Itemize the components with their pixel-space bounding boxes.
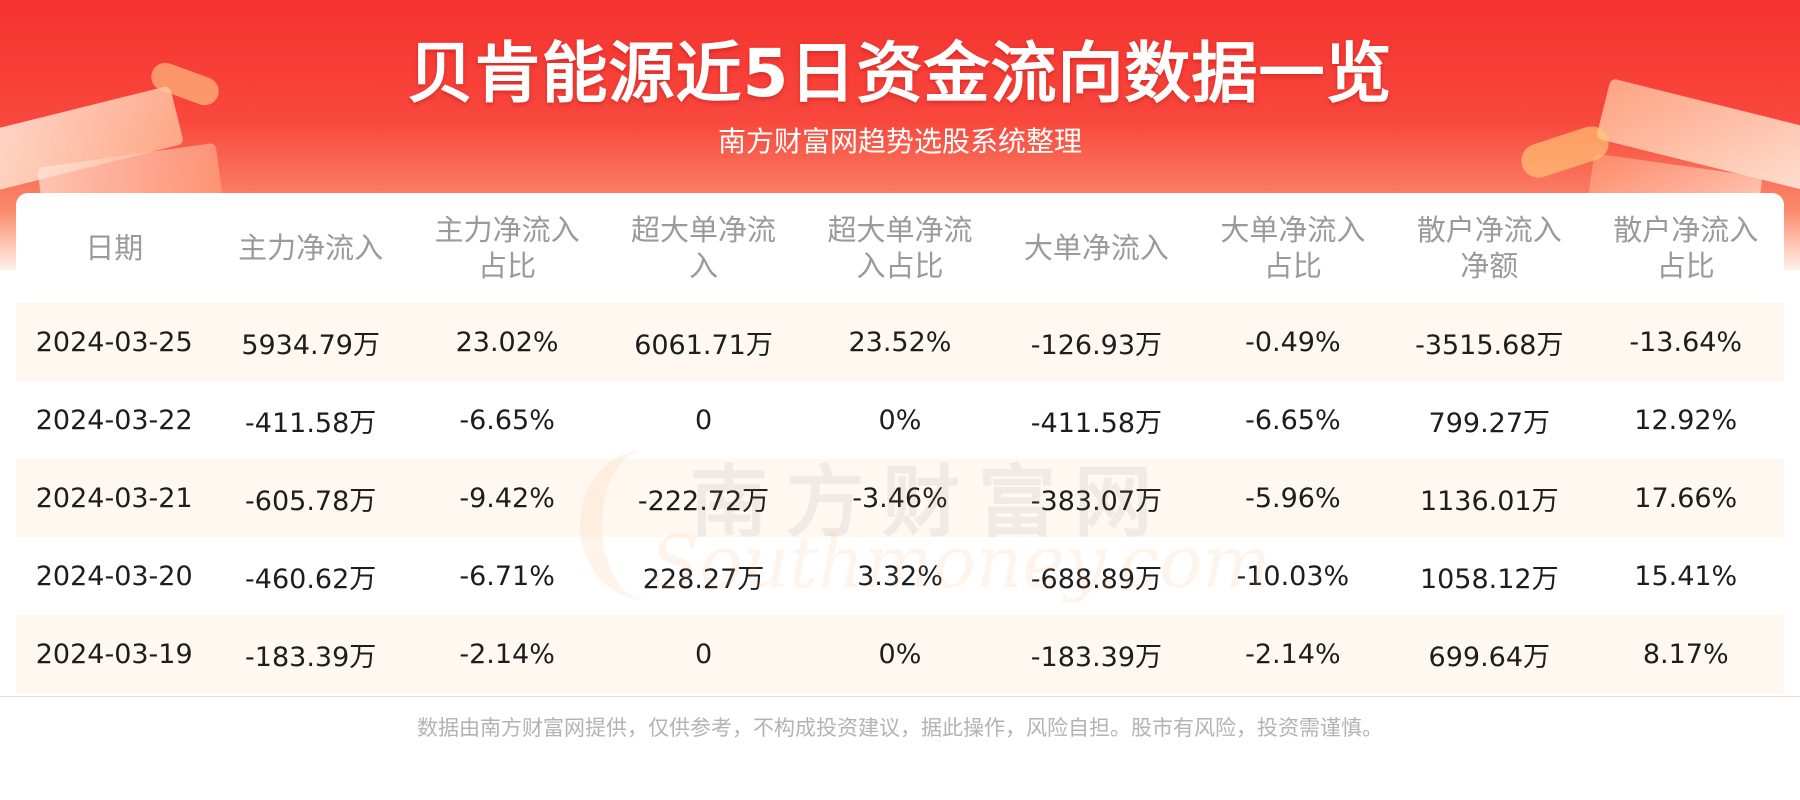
table-cell: 17.66% xyxy=(1587,459,1784,537)
table-cell: -222.72万 xyxy=(605,459,802,537)
table-header-row: 日期 主力净流入 主力净流入 占比 超大单净流入超大单净流 入占比 大单净流入 大单净流入 占比… xyxy=(16,193,1784,303)
table-cell: 12.92% xyxy=(1634,404,1738,436)
table-cell: -5.96% xyxy=(1194,459,1392,537)
table-cell: 8.17% xyxy=(1587,615,1784,693)
table-cell: -3.46% xyxy=(801,459,999,537)
table-cell: -411.58万 xyxy=(245,407,377,439)
table-cell: 23.52% xyxy=(801,303,999,381)
column-header-line: 散户净流入 xyxy=(1613,213,1759,247)
table-cell: -183.39万 xyxy=(998,615,1195,693)
table-cell: -10.03% xyxy=(1236,560,1350,592)
table-cell: 2024-03-22 xyxy=(35,404,193,436)
fund-flow-table: 日期 主力净流入 主力净流入 占比 超大单净流入超大单净流 入占比 大单净流入 大单净流入 占比… xyxy=(16,193,1784,693)
column-header: 超大单净流 入占比 xyxy=(802,193,998,303)
column-header-line: 占比 xyxy=(1263,249,1322,283)
table-cell: 0 xyxy=(605,615,802,693)
column-header-line: 超大单净流 xyxy=(631,213,777,247)
column-header-line: 占比 xyxy=(1656,249,1715,283)
column-header: 散户净流入 净额 xyxy=(1391,193,1587,303)
column-header: 主力净流入 xyxy=(212,193,408,303)
column-header: 大单净流入 占比 xyxy=(1195,193,1391,303)
table-cell: 6061.71万 xyxy=(605,303,802,381)
table-cell: -2.14% xyxy=(1194,615,1392,693)
table-cell: -6.71% xyxy=(459,560,555,592)
column-header: 日期 xyxy=(16,193,212,303)
table-cell: 0% xyxy=(878,404,922,436)
column-header-line: 入 xyxy=(689,249,719,283)
table-cell: 23.02% xyxy=(408,303,606,381)
table-cell: 799.27万 xyxy=(1428,407,1551,439)
column-header-line: 超大单净流 xyxy=(827,213,973,247)
table-cell: -688.89万 xyxy=(1030,563,1163,595)
footer-disclaimer: 数据由南方财富网提供，仅供参考，不构成投资建议，据此操作，风险自担。股市有风险，… xyxy=(417,716,1383,740)
table-row: 2024-03-22 -411.58万 -6.65% 0 0% -411.58万 -6.65… xyxy=(16,381,1784,459)
page-title: 贝肯能源近5日资金流向数据一览 xyxy=(407,35,1393,112)
column-header: 大单净流入 xyxy=(998,193,1194,303)
table-cell: -411.58万 xyxy=(1030,407,1163,439)
table-row: 2024-03-25 5934.79万 23.02% 6061.71万 23.52% -1… xyxy=(16,303,1784,381)
table-cell: 0 xyxy=(694,404,713,436)
table-cell: -0.49% xyxy=(1194,303,1392,381)
table-cell: -9.42% xyxy=(408,459,606,537)
column-header: 主力净流入 占比 xyxy=(409,193,605,303)
table-cell: -605.78万 xyxy=(212,459,409,537)
table-cell: 3.32% xyxy=(857,560,943,592)
table-cell: 5934.79万 xyxy=(212,303,409,381)
table-card xyxy=(16,193,1784,696)
table-cell: 228.27万 xyxy=(642,563,765,595)
table-cell: 15.41% xyxy=(1634,560,1738,592)
table-cell: 2024-03-20 xyxy=(35,560,193,592)
column-header: 散户净流入 占比 xyxy=(1588,193,1785,303)
table-cell: 1136.01万 xyxy=(1391,459,1588,537)
table-cell: -13.64% xyxy=(1587,303,1784,381)
table-cell: 0% xyxy=(801,615,999,693)
table-cell: -460.62万 xyxy=(245,563,377,595)
table-cell: 699.64万 xyxy=(1391,615,1588,693)
column-header-line: 大单净流入 xyxy=(1220,213,1366,247)
column-header-line: 日期 xyxy=(85,231,144,265)
table-cell: -6.65% xyxy=(1245,404,1341,436)
table-cell: -183.39万 xyxy=(212,615,409,693)
column-header-line: 占比 xyxy=(478,249,537,283)
table-cell: -126.93万 xyxy=(998,303,1195,381)
footer-divider xyxy=(0,696,1800,697)
column-header-line: 主力净流入 xyxy=(434,213,580,247)
table-cell: 2024-03-21 xyxy=(16,459,213,537)
table-cell: 2024-03-19 xyxy=(16,615,213,693)
table-cell: 2024-03-25 xyxy=(16,303,213,381)
table-body: 2024-03-25 5934.79万 23.02% 6061.71万 23.52% -1… xyxy=(16,303,1784,693)
column-header-line: 净额 xyxy=(1460,249,1519,283)
table-row: 2024-03-21 -605.78万 -9.42% -222.72万 -3.46% -3… xyxy=(16,459,1784,537)
column-header-line: 主力净流入 xyxy=(238,231,384,265)
page-subtitle: 南方财富网趋势选股系统整理 xyxy=(717,125,1082,158)
column-header-line: 大单净流入 xyxy=(1023,231,1169,265)
column-header-line: 散户净流入 xyxy=(1416,213,1562,247)
table-cell: 1058.12万 xyxy=(1419,563,1559,595)
table-row: 2024-03-20 -460.62万 -6.71% 228.27万 3.32% -688… xyxy=(16,537,1784,615)
table-cell: -3515.68万 xyxy=(1391,303,1588,381)
column-header: 超大单净流入 xyxy=(605,193,801,303)
table-cell: -383.07万 xyxy=(998,459,1195,537)
table-cell: -2.14% xyxy=(408,615,606,693)
table-cell: -6.65% xyxy=(459,404,555,436)
table-row: 2024-03-19 -183.39万 -2.14% 0 0% -183.39万 -2.14… xyxy=(16,615,1784,693)
column-header-line: 入占比 xyxy=(856,249,944,283)
